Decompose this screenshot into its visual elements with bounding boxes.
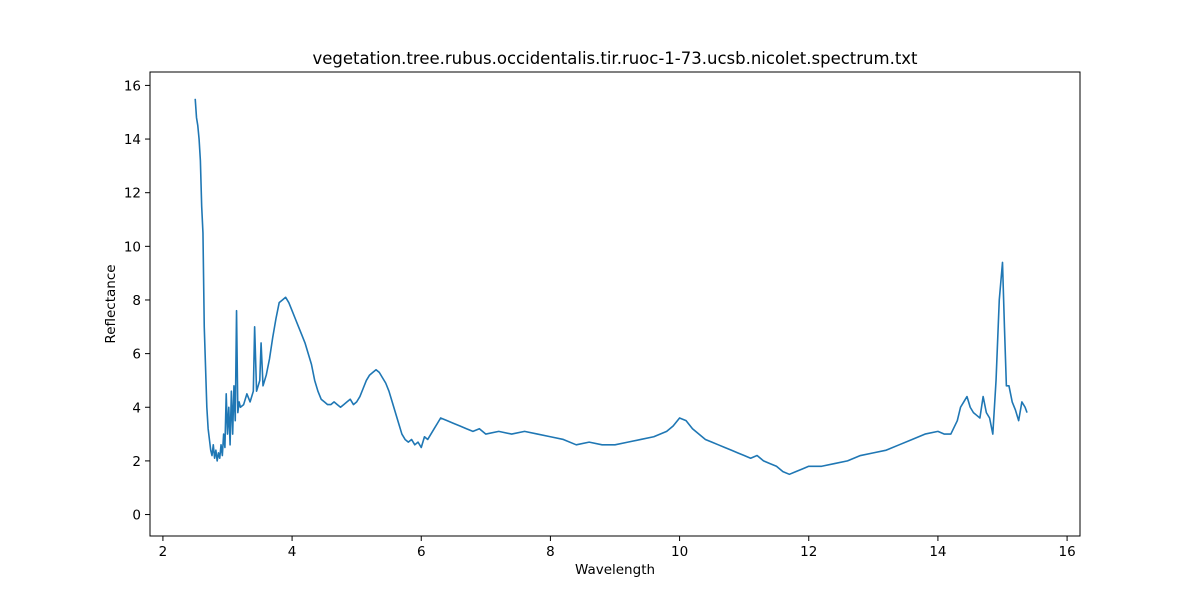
x-axis-label: Wavelength xyxy=(575,562,655,578)
x-tick-label: 4 xyxy=(288,544,297,560)
y-tick-label: 6 xyxy=(132,347,141,363)
series-line xyxy=(194,98,1028,476)
x-tick-label: 12 xyxy=(800,544,817,560)
axes-frame xyxy=(149,71,1081,537)
x-axis-ticks: 2 4 6 8 10 12 14 16 xyxy=(159,536,1076,560)
y-tick-label: 8 xyxy=(132,293,141,309)
x-tick-label: 14 xyxy=(929,544,946,560)
x-tick-label: 10 xyxy=(671,544,688,560)
x-tick-label: 16 xyxy=(1058,544,1075,560)
y-tick-label: 10 xyxy=(124,239,141,255)
x-tick-label: 2 xyxy=(159,544,168,560)
y-tick-label: 14 xyxy=(124,132,141,148)
y-axis-label: Reflectance xyxy=(103,264,119,343)
x-tick-label: 6 xyxy=(417,544,426,560)
y-tick-label: 4 xyxy=(132,400,141,416)
y-tick-label: 2 xyxy=(132,454,141,470)
y-tick-label: 0 xyxy=(132,508,141,524)
y-axis-ticks: 0 2 4 6 8 10 12 14 16 xyxy=(124,78,150,524)
y-tick-label: 12 xyxy=(124,186,141,202)
chart-title: vegetation.tree.rubus.occidentalis.tir.r… xyxy=(312,49,918,68)
x-tick-label: 8 xyxy=(546,544,555,560)
plot-area xyxy=(194,98,1028,476)
y-tick-label: 16 xyxy=(124,78,141,94)
